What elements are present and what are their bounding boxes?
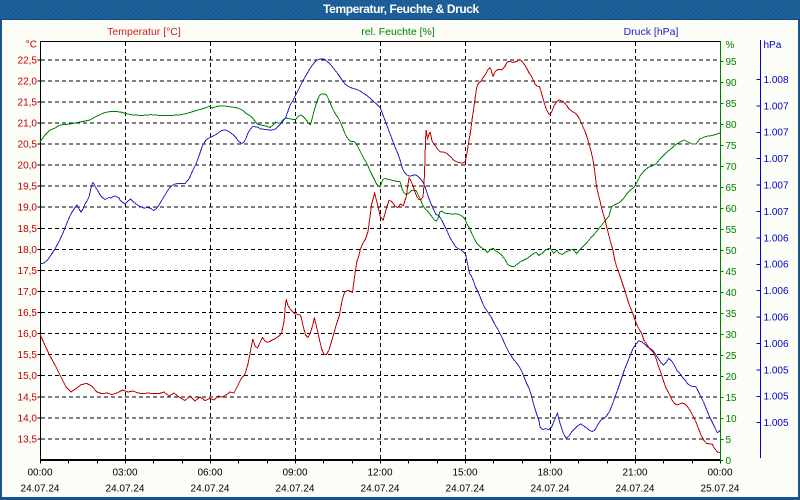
svg-text:1.006: 1.006: [764, 233, 789, 244]
svg-text:35: 35: [726, 309, 738, 320]
svg-text:25: 25: [726, 351, 738, 362]
svg-text:80: 80: [726, 120, 738, 131]
svg-text:21:00: 21:00: [622, 468, 647, 479]
svg-text:1.005: 1.005: [764, 365, 789, 376]
svg-text:Temperatur [°C]: Temperatur [°C]: [107, 26, 181, 38]
svg-text:1.006: 1.006: [764, 313, 789, 324]
svg-text:24.07.24: 24.07.24: [531, 484, 570, 495]
svg-text:50: 50: [726, 246, 738, 257]
svg-text:18,0: 18,0: [18, 245, 38, 256]
svg-text:%: %: [726, 40, 735, 51]
svg-text:65: 65: [726, 183, 738, 194]
svg-text:15,5: 15,5: [18, 350, 38, 361]
svg-text:5: 5: [726, 435, 732, 446]
svg-text:70: 70: [726, 162, 738, 173]
svg-text:20,5: 20,5: [18, 140, 38, 151]
svg-text:45: 45: [726, 267, 738, 278]
svg-text:09:00: 09:00: [282, 468, 307, 479]
svg-text:60: 60: [726, 204, 738, 215]
svg-text:40: 40: [726, 288, 738, 299]
svg-text:24.07.24: 24.07.24: [106, 484, 145, 495]
svg-text:24.07.24: 24.07.24: [191, 484, 230, 495]
svg-text:95: 95: [726, 57, 738, 68]
svg-text:15,0: 15,0: [18, 371, 38, 382]
svg-text:20,0: 20,0: [18, 161, 38, 172]
svg-text:1.006: 1.006: [764, 286, 789, 297]
svg-text:24.07.24: 24.07.24: [276, 484, 315, 495]
svg-text:16,5: 16,5: [18, 308, 38, 319]
svg-text:22,5: 22,5: [18, 55, 38, 66]
svg-text:22,0: 22,0: [18, 76, 38, 87]
svg-text:10: 10: [726, 414, 738, 425]
svg-text:15:00: 15:00: [452, 468, 477, 479]
svg-text:18,5: 18,5: [18, 224, 38, 235]
svg-text:25.07.24: 25.07.24: [701, 484, 740, 495]
svg-text:1.008: 1.008: [764, 75, 789, 86]
svg-text:21,5: 21,5: [18, 97, 38, 108]
svg-text:1.006: 1.006: [764, 260, 789, 271]
svg-text:18:00: 18:00: [537, 468, 562, 479]
svg-text:00:00: 00:00: [27, 468, 52, 479]
svg-text:24.07.24: 24.07.24: [361, 484, 400, 495]
svg-text:1.005: 1.005: [764, 418, 789, 429]
svg-text:1.005: 1.005: [764, 392, 789, 403]
svg-text:17,5: 17,5: [18, 266, 38, 277]
svg-text:16,0: 16,0: [18, 329, 38, 340]
svg-text:hPa: hPa: [764, 40, 782, 51]
svg-text:00:00: 00:00: [707, 468, 732, 479]
svg-text:24.07.24: 24.07.24: [616, 484, 655, 495]
svg-text:1.007: 1.007: [764, 101, 789, 112]
svg-text:Druck [hPa]: Druck [hPa]: [624, 26, 679, 38]
svg-text:24.07.24: 24.07.24: [446, 484, 485, 495]
svg-text:17,0: 17,0: [18, 287, 38, 298]
svg-text:90: 90: [726, 78, 738, 89]
svg-text:75: 75: [726, 141, 738, 152]
svg-text:21,0: 21,0: [18, 119, 38, 130]
svg-text:55: 55: [726, 225, 738, 236]
svg-text:19,5: 19,5: [18, 182, 38, 193]
svg-text:30: 30: [726, 330, 738, 341]
svg-text:20: 20: [726, 372, 738, 383]
svg-text:06:00: 06:00: [197, 468, 222, 479]
svg-text:03:00: 03:00: [112, 468, 137, 479]
svg-text:13,5: 13,5: [18, 434, 38, 445]
svg-text:°C: °C: [26, 40, 37, 51]
svg-text:24.07.24: 24.07.24: [21, 484, 60, 495]
svg-text:19,0: 19,0: [18, 203, 38, 214]
svg-text:1.007: 1.007: [764, 181, 789, 192]
svg-text:12:00: 12:00: [367, 468, 392, 479]
svg-text:1.006: 1.006: [764, 339, 789, 350]
svg-text:0: 0: [726, 456, 732, 467]
svg-text:14,5: 14,5: [18, 392, 38, 403]
svg-text:14,0: 14,0: [18, 413, 38, 424]
svg-text:rel. Feuchte [%]: rel. Feuchte [%]: [361, 26, 435, 38]
svg-text:85: 85: [726, 99, 738, 110]
svg-text:1.007: 1.007: [764, 207, 789, 218]
svg-text:1.007: 1.007: [764, 128, 789, 139]
svg-text:15: 15: [726, 393, 738, 404]
svg-text:1.007: 1.007: [764, 154, 789, 165]
